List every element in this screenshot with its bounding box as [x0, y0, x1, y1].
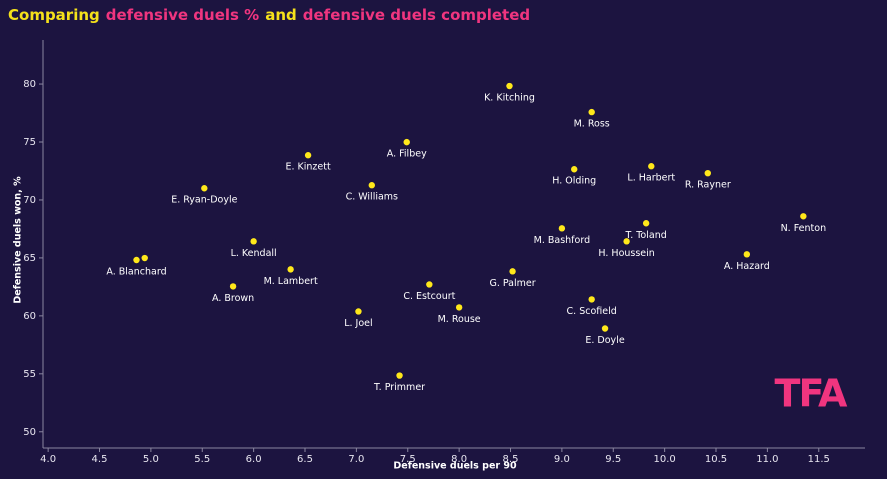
x-tick-label: 10.5	[705, 454, 727, 465]
point-label: L. Harbert	[627, 173, 675, 184]
y-tick-label: 60	[23, 311, 36, 322]
x-tick-label: 4.0	[40, 454, 56, 465]
chart-title: Comparing defensive duels % and defensive d…	[8, 6, 530, 24]
title-part: and	[265, 6, 297, 24]
point-label: H. Olding	[552, 176, 596, 187]
y-tick-label: 80	[23, 79, 36, 90]
point-label: M. Lambert	[264, 276, 318, 287]
point-label: L. Kendall	[231, 248, 277, 259]
point-label: E. Kinzett	[285, 162, 330, 173]
point	[588, 296, 595, 303]
point-label: A. Hazard	[724, 261, 770, 272]
point-label: M. Ross	[574, 119, 610, 130]
x-tick-label: 5.0	[143, 454, 159, 465]
point	[588, 108, 595, 116]
x-tick-label: 6.0	[246, 454, 262, 465]
logo: TFA	[775, 372, 849, 416]
point-label: E. Doyle	[585, 335, 624, 346]
x-tick-label: 7.0	[348, 454, 364, 465]
y-tick-label: 70	[23, 195, 36, 206]
x-tick-label: 10.0	[654, 454, 676, 465]
title-part: defensive duels %	[106, 6, 259, 24]
point	[642, 220, 650, 227]
point-label: E. Ryan-Doyle	[171, 195, 237, 206]
point-label: C. Scofield	[567, 306, 617, 317]
point	[623, 238, 630, 245]
point	[229, 283, 237, 290]
point	[133, 256, 140, 264]
point	[403, 138, 410, 146]
x-tick-label: 9.0	[554, 454, 570, 465]
y-tick-label: 75	[23, 137, 36, 148]
point-label: A. Blanchard	[106, 266, 166, 277]
point-label: N. Fenton	[781, 223, 827, 234]
x-tick-label: 11.0	[756, 454, 778, 465]
x-tick-label: 4.5	[92, 454, 108, 465]
point-label: C. Estcourt	[403, 291, 455, 302]
point	[601, 325, 609, 332]
x-tick-label: 5.5	[194, 454, 210, 465]
x-tick-label: 8.0	[451, 454, 467, 465]
point	[558, 225, 566, 232]
point	[250, 238, 257, 245]
point	[648, 163, 655, 170]
point	[201, 185, 208, 192]
point	[571, 166, 578, 173]
x-tick-label: 9.5	[605, 454, 621, 465]
point	[704, 169, 711, 177]
point-label: T. Primmer	[373, 382, 425, 393]
point-label: L. Joel	[344, 318, 372, 329]
point	[304, 152, 312, 159]
x-tick-label: 8.5	[503, 454, 519, 465]
title-part: Comparing	[8, 6, 100, 24]
point	[743, 251, 751, 258]
y-tick-label: 65	[23, 253, 36, 264]
point-label: M. Rouse	[438, 314, 481, 325]
point	[426, 281, 433, 288]
x-tick-label: 11.5	[808, 454, 830, 465]
point	[368, 182, 375, 189]
point-label: G. Palmer	[489, 278, 535, 289]
point-label: C. Williams	[346, 192, 398, 203]
point-label: M. Bashford	[534, 235, 590, 246]
point	[506, 82, 513, 90]
point-label: A. Filbey	[387, 149, 427, 160]
point	[141, 254, 148, 262]
point	[800, 213, 807, 220]
y-tick-label: 55	[23, 369, 36, 380]
point	[509, 268, 516, 275]
title-part: defensive duels completed	[303, 6, 530, 24]
x-axis-label: Defensive duels per 90	[393, 461, 517, 472]
x-tick-label: 6.5	[297, 454, 313, 465]
point	[396, 372, 403, 379]
x-tick-label: 7.5	[400, 454, 416, 465]
point-label: K. Kitching	[484, 93, 535, 104]
point	[455, 304, 463, 311]
point-label: T. Toland	[625, 230, 667, 241]
y-tick-label: 50	[23, 427, 36, 438]
y-axis-label: Defensive duels won, %	[13, 176, 24, 304]
point-label: R. Rayner	[685, 180, 731, 191]
point-label: H. Houssein	[598, 248, 654, 259]
point	[355, 308, 362, 315]
point	[287, 266, 294, 273]
point-label: A. Brown	[212, 293, 254, 304]
